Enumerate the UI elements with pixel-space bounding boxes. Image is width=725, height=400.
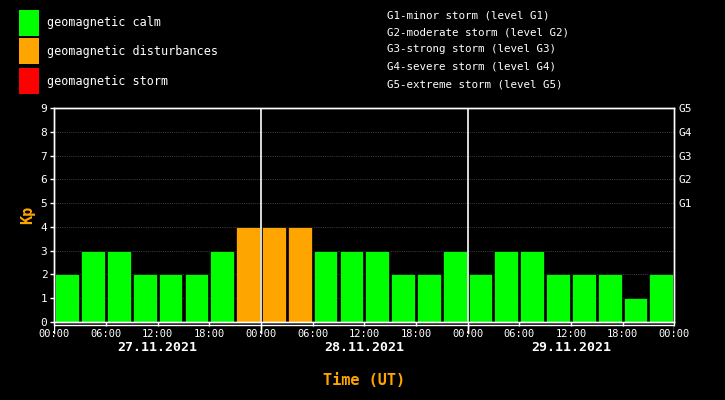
Text: G1-minor storm (level G1): G1-minor storm (level G1) — [387, 10, 550, 20]
FancyBboxPatch shape — [19, 68, 39, 94]
Bar — [443, 251, 467, 322]
Text: Time (UT): Time (UT) — [323, 373, 405, 388]
Bar — [546, 274, 570, 322]
Bar — [572, 274, 596, 322]
Bar — [236, 227, 260, 322]
Bar — [210, 251, 234, 322]
Bar — [598, 274, 621, 322]
Bar — [365, 251, 389, 322]
Bar — [624, 298, 647, 322]
Bar — [494, 251, 518, 322]
FancyBboxPatch shape — [19, 38, 39, 64]
Y-axis label: Kp: Kp — [20, 206, 35, 224]
Bar — [159, 274, 183, 322]
Bar — [288, 227, 312, 322]
Text: G4-severe storm (level G4): G4-severe storm (level G4) — [387, 61, 556, 71]
Bar — [314, 251, 337, 322]
Text: geomagnetic storm: geomagnetic storm — [47, 74, 168, 88]
Bar — [185, 274, 208, 322]
Bar — [339, 251, 363, 322]
Bar — [521, 251, 544, 322]
Bar — [107, 251, 130, 322]
Bar — [468, 274, 492, 322]
Text: 27.11.2021: 27.11.2021 — [117, 341, 198, 354]
Text: geomagnetic disturbances: geomagnetic disturbances — [47, 44, 218, 58]
Bar — [133, 274, 157, 322]
Bar — [81, 251, 105, 322]
Text: G2-moderate storm (level G2): G2-moderate storm (level G2) — [387, 27, 569, 37]
Text: geomagnetic calm: geomagnetic calm — [47, 16, 161, 29]
FancyBboxPatch shape — [19, 10, 39, 36]
Text: 28.11.2021: 28.11.2021 — [324, 341, 405, 354]
Bar — [417, 274, 441, 322]
Text: 29.11.2021: 29.11.2021 — [531, 341, 611, 354]
Bar — [262, 227, 286, 322]
Text: G5-extreme storm (level G5): G5-extreme storm (level G5) — [387, 80, 563, 90]
Text: G3-strong storm (level G3): G3-strong storm (level G3) — [387, 44, 556, 54]
Bar — [55, 274, 79, 322]
Bar — [392, 274, 415, 322]
Bar — [650, 274, 674, 322]
